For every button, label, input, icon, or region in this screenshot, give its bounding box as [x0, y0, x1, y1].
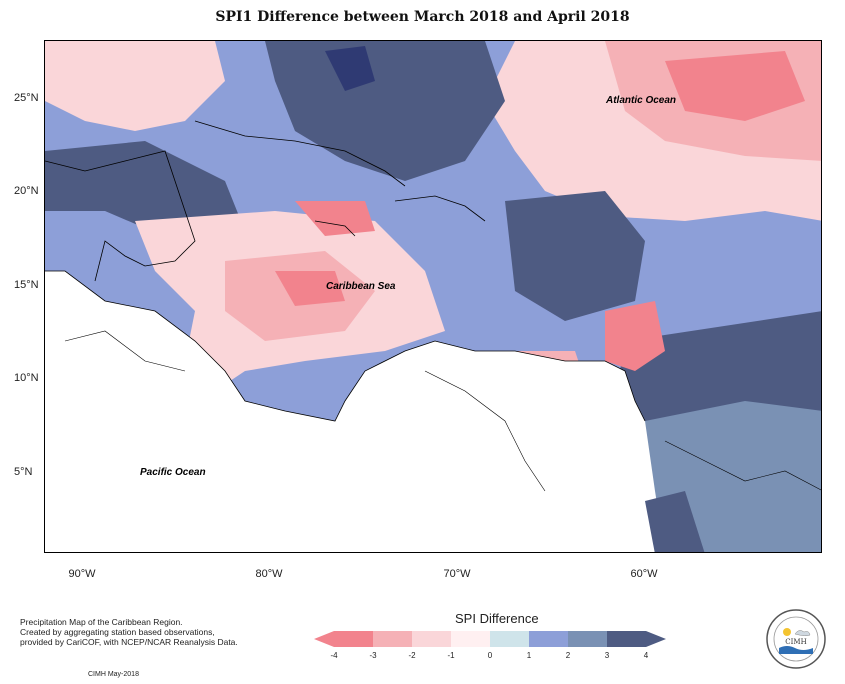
legend-tick-label: 4	[643, 651, 649, 660]
legend-tick-label: 1	[526, 651, 532, 660]
legend-tick-label: -4	[330, 651, 338, 660]
x-tick-90w: 90°W	[68, 568, 96, 580]
caribbean-sea-label: Caribbean Sea	[326, 281, 396, 292]
legend-arrow-low	[314, 631, 334, 647]
map-footnote: Precipitation Map of the Caribbean Regio…	[20, 617, 238, 647]
y-tick-15n: 15°N	[14, 279, 39, 291]
legend-tick-label: -1	[447, 651, 455, 660]
footnote-line-3: provided by CariCOF, with NCEP/NCAR Rean…	[20, 637, 238, 647]
legend-tick-label: 0	[487, 651, 493, 660]
legend-tick-label: 2	[565, 651, 571, 660]
cimh-logo-text: CIMH	[785, 638, 806, 646]
map-title: SPI1 Difference between March 2018 and A…	[215, 9, 630, 25]
legend-tick-label: 3	[604, 651, 610, 660]
y-tick-20n: 20°N	[14, 185, 39, 197]
pacific-ocean-label: Pacific Ocean	[140, 467, 206, 478]
map-area	[44, 40, 822, 553]
legend-title: SPI Difference	[455, 611, 539, 626]
legend-tick-label: -2	[408, 651, 416, 660]
legend-swatch	[451, 631, 490, 647]
legend-swatch	[529, 631, 568, 647]
legend-swatch	[607, 631, 646, 647]
x-tick-80w: 80°W	[255, 568, 283, 580]
footnote-line-2: Created by aggregating station based obs…	[20, 627, 215, 637]
atlantic-ocean-label: Atlantic Ocean	[606, 95, 677, 106]
legend-swatch	[373, 631, 412, 647]
legend-arrow-high	[646, 631, 666, 647]
legend-swatch	[490, 631, 529, 647]
cimh-logo: CIMH	[766, 609, 826, 669]
legend-swatch	[412, 631, 451, 647]
y-tick-25n: 25°N	[14, 92, 39, 104]
y-tick-10n: 10°N	[14, 372, 39, 384]
y-tick-5n: 5°N	[14, 466, 33, 478]
map-credit: CIMH May-2018	[88, 671, 139, 678]
legend-swatch	[568, 631, 607, 647]
x-tick-60w: 60°W	[630, 568, 658, 580]
spi-difference-map	[45, 41, 821, 552]
legend-colorbar	[314, 631, 666, 647]
legend-swatch	[334, 631, 373, 647]
x-tick-70w: 70°W	[443, 568, 471, 580]
legend-tick-label: -3	[369, 651, 377, 660]
footnote-line-1: Precipitation Map of the Caribbean Regio…	[20, 617, 183, 627]
